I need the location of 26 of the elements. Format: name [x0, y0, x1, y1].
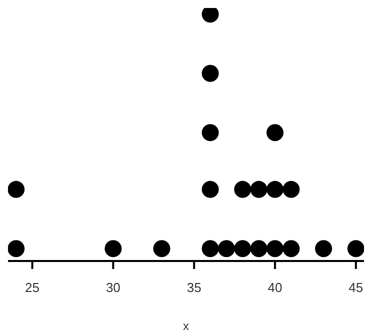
x-tick-label: 25	[25, 280, 40, 296]
x-tick-label: 45	[348, 280, 364, 296]
x-tick-label: 35	[186, 280, 202, 296]
x-axis-title: x	[183, 319, 189, 333]
point	[8, 180, 25, 198]
point	[104, 240, 122, 258]
point	[234, 240, 252, 258]
point	[266, 180, 284, 198]
point	[202, 124, 219, 142]
point	[347, 240, 364, 258]
point	[282, 180, 300, 198]
point	[153, 240, 170, 258]
point	[315, 240, 332, 258]
point	[202, 64, 219, 82]
point	[266, 124, 284, 142]
point	[202, 240, 219, 258]
point	[250, 240, 268, 258]
point	[234, 180, 252, 198]
point	[250, 180, 268, 198]
point	[8, 240, 25, 258]
x-tick-label: 40	[268, 280, 282, 296]
point	[282, 240, 300, 258]
x-tick-label: 30	[106, 280, 120, 296]
point	[218, 240, 235, 258]
point	[202, 180, 219, 198]
point	[266, 240, 284, 258]
